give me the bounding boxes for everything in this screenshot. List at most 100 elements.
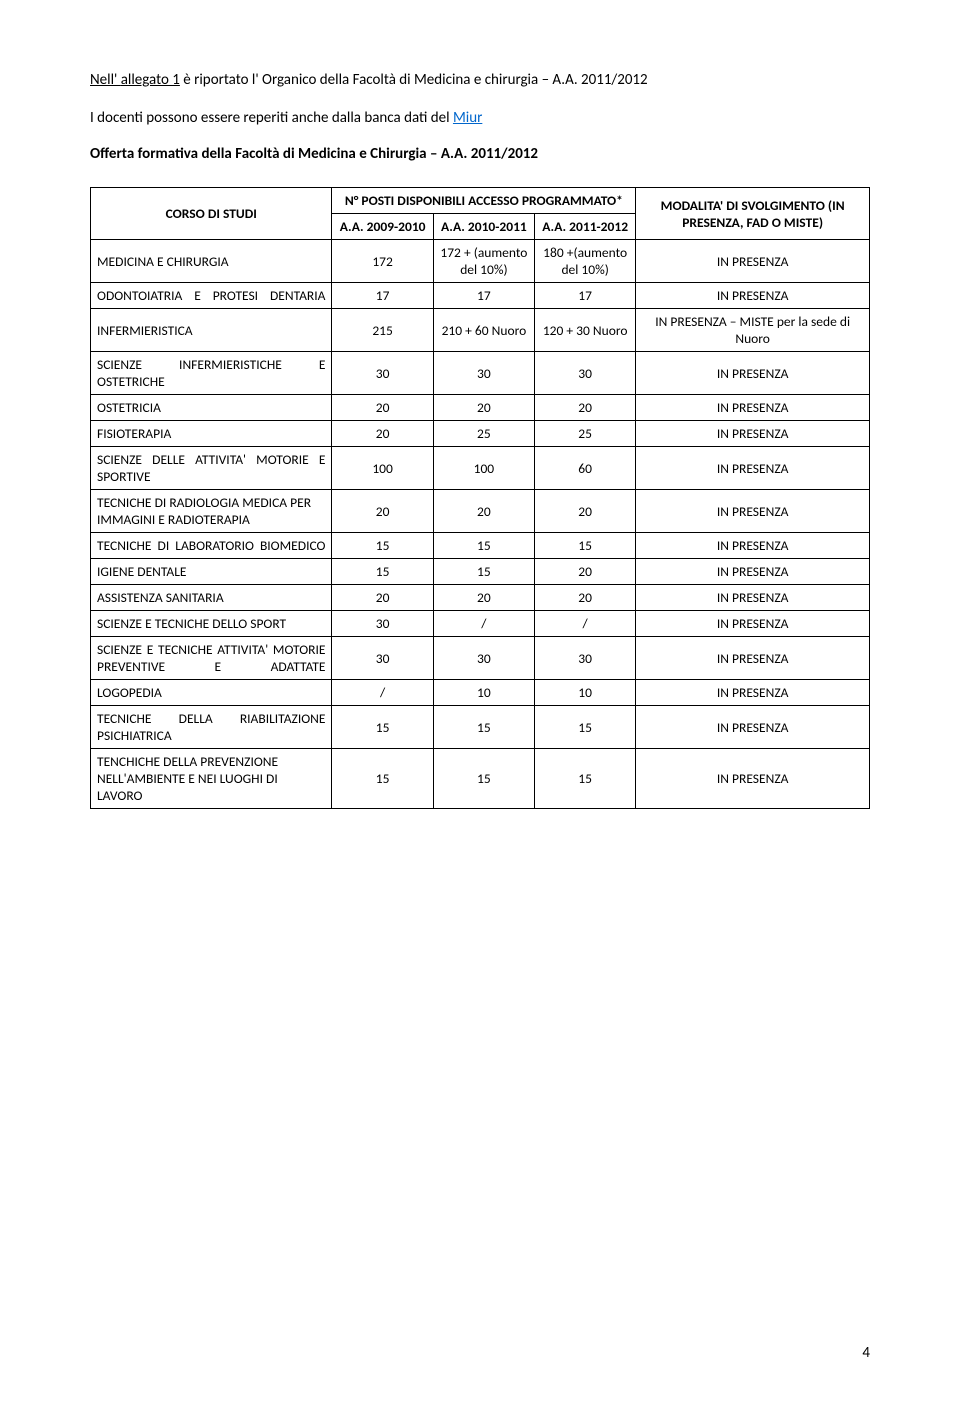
- table-row: ASSISTENZA SANITARIA202020IN PRESENZA: [91, 585, 870, 611]
- cell-modalita: IN PRESENZA: [636, 559, 870, 585]
- cell-y1: 15: [332, 706, 433, 749]
- course-label: TECNICHE DELLA RIABILITAZIONE PSICHIATRI…: [91, 706, 332, 749]
- cell-y3: 20: [535, 559, 636, 585]
- header-modalita: MODALITA' DI SVOLGIMENTO (IN PRESENZA, F…: [636, 188, 870, 240]
- course-label: FISIOTERAPIA: [91, 421, 332, 447]
- cell-y3: 15: [535, 533, 636, 559]
- cell-y2: 20: [433, 490, 534, 533]
- course-label: IGIENE DENTALE: [91, 559, 332, 585]
- header-year-1: A.A. 2009-2010: [332, 214, 433, 240]
- courses-table: CORSO DI STUDI N° POSTI DISPONIBILI ACCE…: [90, 187, 870, 809]
- miur-link[interactable]: Miur: [453, 109, 482, 127]
- cell-y1: /: [332, 680, 433, 706]
- cell-modalita: IN PRESENZA: [636, 533, 870, 559]
- cell-y3: 20: [535, 490, 636, 533]
- table-row: TENCHICHE DELLA PREVENZIONE NELL'AMBIENT…: [91, 749, 870, 809]
- course-label: SCIENZE DELLE ATTIVITA' MOTORIE E SPORTI…: [91, 447, 332, 490]
- cell-y1: 30: [332, 352, 433, 395]
- cell-y2: 15: [433, 559, 534, 585]
- cell-y2: 20: [433, 395, 534, 421]
- cell-y1: 20: [332, 585, 433, 611]
- page-number: 4: [862, 1344, 870, 1362]
- table-row: SCIENZE E TECNICHE ATTIVITA' MOTORIE PRE…: [91, 637, 870, 680]
- cell-y3: 120 + 30 Nuoro: [535, 309, 636, 352]
- docenti-line: I docenti possono essere reperiti anche …: [90, 109, 870, 127]
- cell-y2: 15: [433, 533, 534, 559]
- table-row: FISIOTERAPIA202525IN PRESENZA: [91, 421, 870, 447]
- cell-modalita: IN PRESENZA: [636, 283, 870, 309]
- cell-y1: 17: [332, 283, 433, 309]
- cell-y2: 15: [433, 749, 534, 809]
- cell-modalita: IN PRESENZA: [636, 611, 870, 637]
- cell-y3: /: [535, 611, 636, 637]
- cell-y3: 15: [535, 749, 636, 809]
- cell-y3: 60: [535, 447, 636, 490]
- cell-y1: 100: [332, 447, 433, 490]
- cell-y3: 10: [535, 680, 636, 706]
- cell-modalita: IN PRESENZA: [636, 352, 870, 395]
- header-corso: CORSO DI STUDI: [91, 188, 332, 240]
- course-label: TECNICHE DI RADIOLOGIA MEDICA PER IMMAGI…: [91, 490, 332, 533]
- table-row: TECNICHE DELLA RIABILITAZIONE PSICHIATRI…: [91, 706, 870, 749]
- cell-modalita: IN PRESENZA: [636, 447, 870, 490]
- cell-modalita: IN PRESENZA: [636, 490, 870, 533]
- cell-y1: 15: [332, 749, 433, 809]
- course-label: TENCHICHE DELLA PREVENZIONE NELL'AMBIENT…: [91, 749, 332, 809]
- cell-y2: /: [433, 611, 534, 637]
- cell-modalita: IN PRESENZA: [636, 421, 870, 447]
- cell-modalita: IN PRESENZA – MISTE per la sede di Nuoro: [636, 309, 870, 352]
- cell-y2: 25: [433, 421, 534, 447]
- table-row: TECNICHE DI LABORATORIO BIOMEDICO151515I…: [91, 533, 870, 559]
- cell-y2: 172 + (aumento del 10%): [433, 240, 534, 283]
- course-label: TECNICHE DI LABORATORIO BIOMEDICO: [91, 533, 332, 559]
- header-posti: N° POSTI DISPONIBILI ACCESSO PROGRAMMATO…: [332, 188, 636, 214]
- course-label: LOGOPEDIA: [91, 680, 332, 706]
- course-label: ASSISTENZA SANITARIA: [91, 585, 332, 611]
- cell-y2: 17: [433, 283, 534, 309]
- table-row: OSTETRICIA202020IN PRESENZA: [91, 395, 870, 421]
- cell-y2: 30: [433, 637, 534, 680]
- cell-y3: 15: [535, 706, 636, 749]
- cell-y1: 172: [332, 240, 433, 283]
- table-row: ODONTOIATRIA E PROTESI DENTARIA171717IN …: [91, 283, 870, 309]
- header-year-3: A.A. 2011-2012: [535, 214, 636, 240]
- cell-modalita: IN PRESENZA: [636, 585, 870, 611]
- cell-y1: 30: [332, 611, 433, 637]
- cell-y2: 210 + 60 Nuoro: [433, 309, 534, 352]
- table-row: IGIENE DENTALE151520IN PRESENZA: [91, 559, 870, 585]
- cell-y3: 180 +(aumento del 10%): [535, 240, 636, 283]
- course-label: SCIENZE E TECNICHE ATTIVITA' MOTORIE PRE…: [91, 637, 332, 680]
- intro-prefix: Nell' allegato 1: [90, 71, 180, 89]
- course-label: INFERMIERISTICA: [91, 309, 332, 352]
- table-row: SCIENZE E TECNICHE DELLO SPORT30//IN PRE…: [91, 611, 870, 637]
- cell-y3: 25: [535, 421, 636, 447]
- course-label: SCIENZE INFERMIERISTICHE E OSTETRICHE: [91, 352, 332, 395]
- cell-y1: 20: [332, 421, 433, 447]
- cell-y2: 30: [433, 352, 534, 395]
- table-header-row-1: CORSO DI STUDI N° POSTI DISPONIBILI ACCE…: [91, 188, 870, 214]
- cell-modalita: IN PRESENZA: [636, 395, 870, 421]
- course-label: SCIENZE E TECNICHE DELLO SPORT: [91, 611, 332, 637]
- cell-y2: 10: [433, 680, 534, 706]
- intro-line: Nell' allegato 1 è riportato l' Organico…: [90, 70, 870, 91]
- cell-modalita: IN PRESENZA: [636, 240, 870, 283]
- cell-y1: 15: [332, 533, 433, 559]
- table-row: SCIENZE INFERMIERISTICHE E OSTETRICHE303…: [91, 352, 870, 395]
- course-label: MEDICINA E CHIRURGIA: [91, 240, 332, 283]
- course-label: ODONTOIATRIA E PROTESI DENTARIA: [91, 283, 332, 309]
- header-year-2: A.A. 2010-2011: [433, 214, 534, 240]
- cell-y3: 30: [535, 352, 636, 395]
- cell-y2: 100: [433, 447, 534, 490]
- table-row: SCIENZE DELLE ATTIVITA' MOTORIE E SPORTI…: [91, 447, 870, 490]
- intro-rest: è riportato l' Organico della Facoltà di…: [180, 71, 648, 89]
- cell-y3: 30: [535, 637, 636, 680]
- offerta-title: Offerta formativa della Facoltà di Medic…: [90, 145, 870, 163]
- cell-modalita: IN PRESENZA: [636, 706, 870, 749]
- cell-y3: 20: [535, 395, 636, 421]
- cell-modalita: IN PRESENZA: [636, 749, 870, 809]
- cell-modalita: IN PRESENZA: [636, 637, 870, 680]
- cell-y1: 20: [332, 395, 433, 421]
- cell-y1: 30: [332, 637, 433, 680]
- course-label: OSTETRICIA: [91, 395, 332, 421]
- table-row: INFERMIERISTICA215210 + 60 Nuoro120 + 30…: [91, 309, 870, 352]
